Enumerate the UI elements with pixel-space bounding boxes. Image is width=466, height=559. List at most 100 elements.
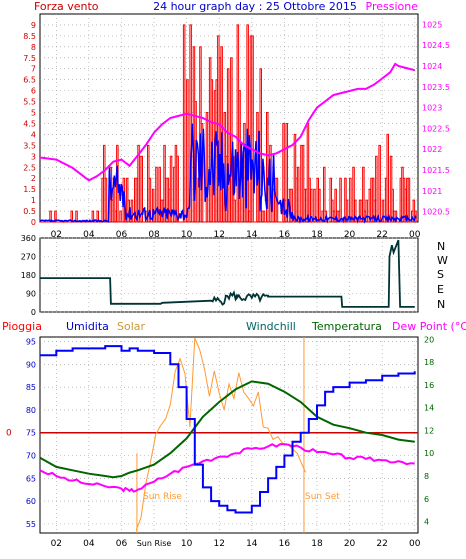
p2-tick-label: 270 bbox=[21, 253, 36, 262]
wind-direction-series bbox=[40, 239, 415, 308]
humidity-series bbox=[40, 345, 416, 514]
p3-x-tick-label: 16 bbox=[279, 539, 291, 549]
panel3-frame bbox=[39, 336, 419, 534]
p1-left-tick-label: 3.5 bbox=[23, 141, 36, 150]
p1-left-tick-label: 5 bbox=[31, 109, 36, 118]
p3-right-tick-label: 14 bbox=[424, 404, 434, 413]
p1-right-tick-label: 1023 bbox=[422, 104, 442, 113]
temperature-series bbox=[39, 380, 415, 479]
p2-tick-label: 360 bbox=[21, 234, 36, 243]
p3-right-tick-label: 18 bbox=[424, 358, 434, 367]
wind-speed-title: Forza vento bbox=[34, 0, 99, 13]
p1-right-tick-label: 1024.5 bbox=[422, 41, 450, 50]
p2-tick-label: 0 bbox=[31, 308, 36, 317]
p3-right-tick-label: 10 bbox=[424, 449, 434, 458]
p3-x-tick-label: 22 bbox=[376, 539, 387, 549]
p1-left-tick-label: 6 bbox=[31, 87, 36, 96]
p3-left-tick-label: 55 bbox=[26, 520, 36, 529]
p1-right-tick-label: 1020.5 bbox=[422, 208, 450, 217]
p1-left-tick-label: 0 bbox=[31, 218, 36, 227]
p1-left-tick-label: 9 bbox=[31, 21, 36, 30]
p3-x-tick-label: 04 bbox=[83, 539, 95, 549]
rain-zero-label: 0 bbox=[6, 429, 12, 439]
p1-right-tick-label: 1022.5 bbox=[422, 124, 450, 133]
compass-label-e: E bbox=[437, 283, 444, 296]
p1-x-tick-label: 04 bbox=[83, 230, 95, 240]
p1-left-tick-label: 2.5 bbox=[23, 163, 36, 172]
p3-right-tick-label: 4 bbox=[424, 518, 429, 527]
p1-left-tick-label: 4 bbox=[31, 130, 36, 139]
p1-x-tick-label: 10 bbox=[181, 230, 193, 240]
p1-left-tick-label: 8 bbox=[31, 43, 36, 52]
p3-right-tick-label: 16 bbox=[424, 381, 434, 390]
pressure-series bbox=[39, 62, 415, 182]
solar-title: Solar bbox=[117, 320, 146, 333]
p1-right-tick-label: 1021 bbox=[422, 187, 442, 196]
pressure-title: Pressione bbox=[366, 0, 419, 13]
p1-x-tick-label: 22 bbox=[376, 230, 387, 240]
p3-x-tick-label: 14 bbox=[246, 539, 258, 549]
p3-x-tick-label: 20 bbox=[344, 539, 356, 549]
p3-left-tick-label: 95 bbox=[26, 338, 36, 347]
temperature-title: Temperatura bbox=[311, 320, 382, 333]
graph-title: 24 hour graph day : 25 Ottobre 2015 bbox=[153, 0, 357, 13]
p1-right-tick-label: 1024 bbox=[422, 62, 442, 71]
p3-right-tick-label: 6 bbox=[424, 495, 429, 504]
p1-x-tick-label: 16 bbox=[279, 230, 291, 240]
p1-left-tick-label: 1.5 bbox=[23, 185, 36, 194]
compass-label-n-bottom: N bbox=[437, 298, 445, 311]
p3-right-tick-label: 12 bbox=[424, 426, 434, 435]
p1-x-tick-label: 20 bbox=[344, 230, 356, 240]
p3-x-tick-label: 12 bbox=[213, 539, 224, 549]
sunrise-label: Sun Rise bbox=[143, 492, 182, 502]
p3-right-tick-label: 20 bbox=[424, 335, 434, 344]
p1-x-tick-label: 06 bbox=[116, 230, 128, 240]
p1-x-tick-label: 00 bbox=[409, 230, 421, 240]
humidity-title: Umidita bbox=[66, 320, 109, 333]
p1-x-tick-label: 14 bbox=[246, 230, 258, 240]
p3-left-tick-label: 65 bbox=[26, 474, 36, 483]
p3-left-tick-label: 70 bbox=[26, 452, 36, 461]
p1-left-tick-label: 5.5 bbox=[23, 98, 36, 107]
p3-left-tick-label: 75 bbox=[26, 429, 36, 438]
compass-label-s: S bbox=[437, 268, 444, 281]
rain-title: Pioggia bbox=[2, 320, 42, 333]
p1-right-tick-label: 1025 bbox=[422, 20, 442, 29]
p1-left-tick-label: 7.5 bbox=[23, 54, 36, 63]
p3-left-tick-label: 85 bbox=[26, 383, 36, 392]
p1-x-tick-label: 18 bbox=[311, 230, 323, 240]
solar-series bbox=[135, 337, 307, 531]
p3-x-tick-label: 00 bbox=[409, 539, 421, 549]
p1-x-tick-label: 02 bbox=[51, 230, 62, 240]
p2-tick-label: 90 bbox=[26, 290, 36, 299]
p1-left-tick-label: 0.5 bbox=[23, 207, 36, 216]
p2-tick-label: 180 bbox=[21, 271, 36, 280]
p1-left-tick-label: 6.5 bbox=[23, 76, 36, 85]
sunset-label: Sun Set bbox=[305, 492, 340, 502]
p1-left-tick-label: 8.5 bbox=[23, 32, 36, 41]
dewpoint-title: Dew Point (°C) bbox=[392, 320, 466, 333]
p3-x-tick-label: Sun Rise bbox=[137, 539, 172, 548]
p3-x-tick-label: 18 bbox=[311, 539, 323, 549]
p1-left-tick-label: 1 bbox=[31, 196, 36, 205]
p1-left-tick-label: 2 bbox=[31, 174, 36, 183]
wind-average-series bbox=[39, 123, 417, 224]
p3-left-tick-label: 60 bbox=[26, 497, 36, 506]
p3-x-tick-label: 10 bbox=[181, 539, 193, 549]
p3-x-tick-label: 06 bbox=[116, 539, 128, 549]
windchill-title: Windchill bbox=[246, 320, 296, 333]
compass-label-n-top: N bbox=[437, 240, 445, 253]
p1-x-tick-label: 08 bbox=[148, 230, 160, 240]
dew-point-series bbox=[39, 443, 415, 493]
p3-left-tick-label: 80 bbox=[26, 406, 36, 415]
p1-left-tick-label: 7 bbox=[31, 65, 36, 74]
p1-x-tick-label: 12 bbox=[213, 230, 224, 240]
p1-left-tick-label: 4.5 bbox=[23, 119, 36, 128]
p3-left-tick-label: 90 bbox=[26, 360, 36, 369]
p3-x-tick-label: 02 bbox=[51, 539, 62, 549]
compass-label-w: W bbox=[437, 254, 448, 267]
p1-right-tick-label: 1022 bbox=[422, 145, 442, 154]
p1-left-tick-label: 3 bbox=[31, 152, 36, 161]
